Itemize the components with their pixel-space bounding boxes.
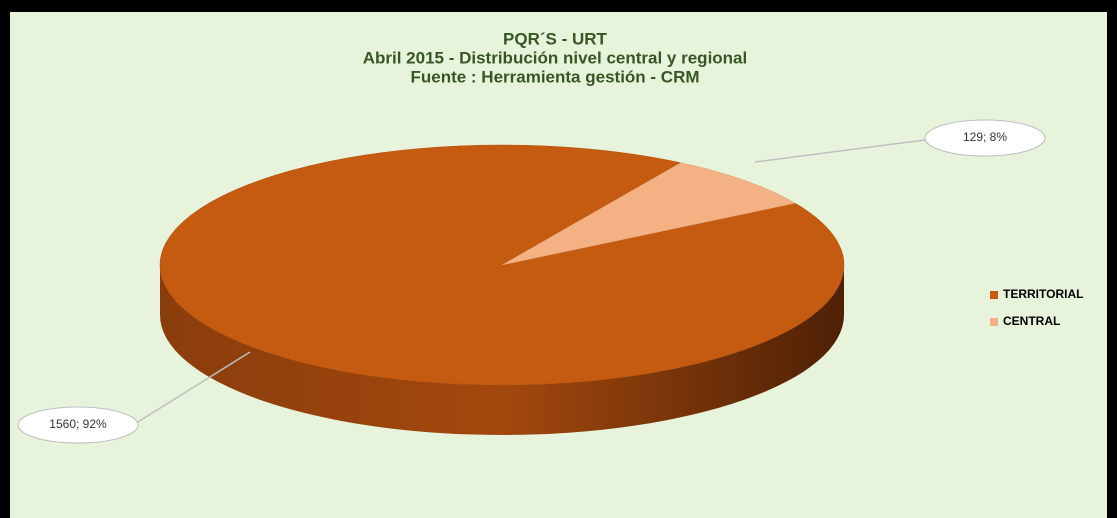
- leader-line: [132, 351, 251, 426]
- data-label: 1560; 92%: [49, 417, 107, 431]
- label-bubble: [17, 406, 139, 444]
- leader-line: [754, 137, 941, 163]
- legend-swatch: [990, 291, 998, 299]
- chart-subtitle: Abril 2015 - Distribución nivel central …: [363, 48, 748, 67]
- label-bubble: [924, 119, 1046, 157]
- legend-label: TERRITORIAL: [1003, 287, 1083, 301]
- data-label: 129; 8%: [963, 130, 1007, 144]
- chart-title: PQR´S - URT: [503, 29, 608, 48]
- legend-swatch: [990, 318, 998, 326]
- legend-label: CENTRAL: [1003, 314, 1060, 328]
- slice: [501, 162, 796, 266]
- slice-side: [160, 265, 844, 435]
- chart-subtitle: Fuente : Herramienta gestión - CRM: [410, 67, 699, 86]
